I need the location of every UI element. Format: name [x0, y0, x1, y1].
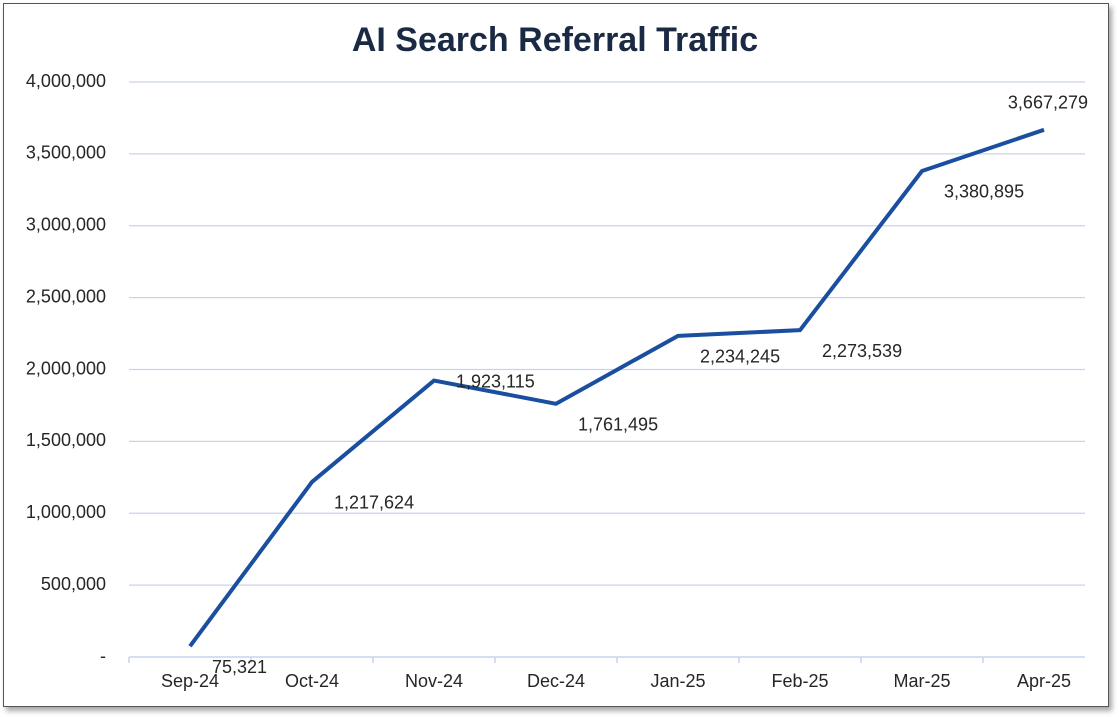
data-label: 75,321	[212, 657, 267, 677]
x-tick-label: Sep-24	[161, 671, 219, 691]
y-tick-label: 3,000,000	[26, 215, 106, 235]
x-tick-label: Feb-25	[771, 671, 828, 691]
x-tick-label: Apr-25	[1017, 671, 1071, 691]
y-tick-label: 2,000,000	[26, 358, 106, 378]
data-label: 3,380,895	[944, 182, 1024, 202]
chart-card	[3, 3, 1109, 707]
x-tick-label: Dec-24	[527, 671, 585, 691]
x-tick-label: Mar-25	[893, 671, 950, 691]
data-label: 2,273,539	[822, 341, 902, 361]
chart-title: AI Search Referral Traffic	[352, 21, 758, 59]
data-label: 1,923,115	[456, 371, 535, 391]
y-tick-label: 500,000	[41, 574, 106, 594]
x-tick-label: Oct-24	[285, 671, 339, 691]
y-tick-label: 4,000,000	[26, 71, 106, 91]
data-label: 3,667,279	[1008, 93, 1088, 113]
data-label: 1,761,495	[578, 415, 658, 435]
y-tick-label: 2,500,000	[26, 286, 106, 306]
y-tick-label: 1,500,000	[26, 430, 106, 450]
data-label: 1,217,624	[334, 493, 414, 513]
x-tick-label: Nov-24	[405, 671, 463, 691]
x-tick-label: Jan-25	[650, 671, 705, 691]
y-tick-label: 1,000,000	[26, 502, 106, 522]
y-tick-label: 3,500,000	[26, 143, 106, 163]
data-label: 2,234,245	[700, 347, 780, 367]
line	[188, 127, 1045, 648]
y-tick-label: -	[100, 646, 106, 666]
